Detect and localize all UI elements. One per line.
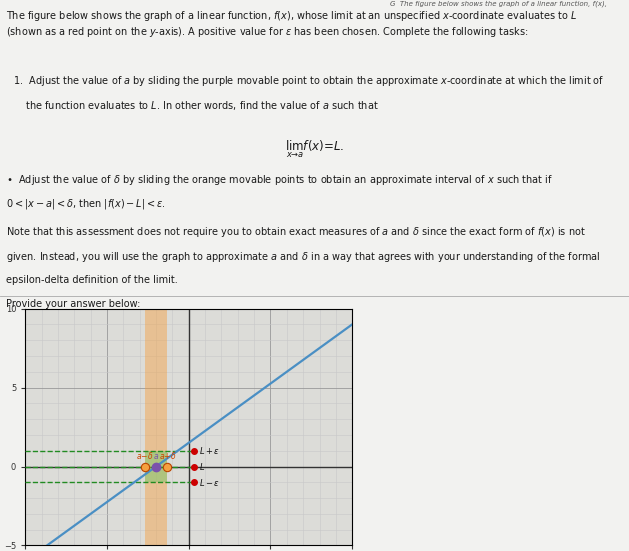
Text: $L-\varepsilon$: $L-\varepsilon$ [199, 477, 220, 488]
Bar [145, 451, 167, 482]
Text: $a$: $a$ [153, 452, 159, 461]
Text: $\lim_{x \to a} f(x) = L.$: $\lim_{x \to a} f(x) = L.$ [285, 139, 344, 160]
Text: G  The figure below shows the graph of a linear function, f(x),: G The figure below shows the graph of a … [390, 0, 607, 7]
Text: $L$: $L$ [199, 461, 204, 472]
Bar [145, 309, 167, 545]
Text: $\bullet$  Adjust the value of $\delta$ by sliding the orange movable points to : $\bullet$ Adjust the value of $\delta$ b… [6, 173, 554, 187]
Text: $L+\varepsilon$: $L+\varepsilon$ [199, 445, 220, 456]
Text: given. Instead, you will use the graph to approximate $a$ and $\delta$ in a way : given. Instead, you will use the graph t… [6, 250, 601, 264]
Text: $a{+}\delta$: $a{+}\delta$ [159, 450, 176, 461]
Text: the function evaluates to $L$. In other words, find the value of $a$ such that: the function evaluates to $L$. In other … [13, 99, 378, 112]
Text: The figure below shows the graph of a linear function, $f(x)$, whose limit at an: The figure below shows the graph of a li… [6, 9, 577, 39]
Text: $a{-}\delta$: $a{-}\delta$ [136, 450, 153, 461]
Text: Provide your answer below:: Provide your answer below: [6, 299, 141, 309]
Text: $0 < |x - a| < \delta$, then $|f(x) - L| < \varepsilon$.: $0 < |x - a| < \delta$, then $|f(x) - L|… [6, 197, 166, 212]
Text: 1.  Adjust the value of $a$ by sliding the purple movable point to obtain the ap: 1. Adjust the value of $a$ by sliding th… [13, 74, 604, 88]
Text: epsilon-delta definition of the limit.: epsilon-delta definition of the limit. [6, 274, 178, 285]
Text: Note that this assessment does not require you to obtain exact measures of $a$ a: Note that this assessment does not requi… [6, 225, 586, 239]
